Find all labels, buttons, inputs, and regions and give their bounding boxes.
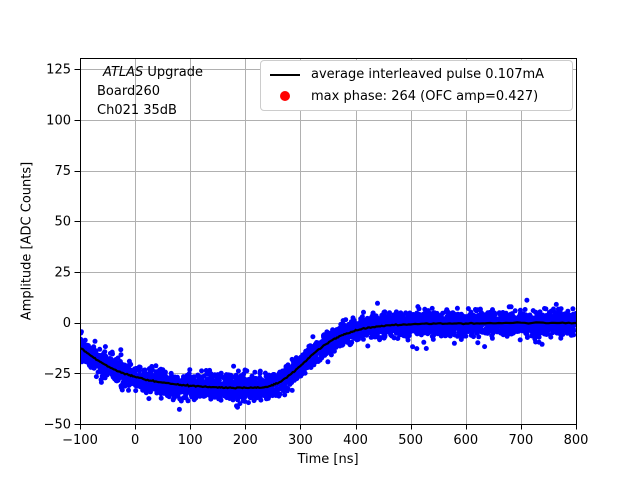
x-tick-label: 800 [564, 433, 589, 448]
y-tick-label: 25 [54, 265, 71, 280]
annotation-channel: Ch021 35dB [97, 103, 177, 118]
y-axis-label: Amplitude [ADC Counts] [19, 161, 35, 321]
y-tick-label: 50 [54, 215, 71, 230]
annotation-board: Board260 [97, 84, 161, 99]
x-tick-label: 0 [131, 433, 139, 448]
x-tick-label: 100 [178, 433, 203, 448]
x-tick-label: 500 [398, 433, 423, 448]
y-tick-label: 125 [46, 63, 71, 78]
x-tick-label: 300 [288, 433, 313, 448]
legend-label-maxphase: max phase: 264 (OFC amp=0.427) [311, 88, 539, 104]
legend-row-average: average interleaved pulse 0.107mA [267, 64, 566, 85]
average-pulse-line [80, 321, 576, 390]
x-tick-label: −100 [62, 433, 98, 448]
plot-annotation: ATLAS Upgrade Board260 Ch021 35dB [97, 63, 203, 120]
annotation-upgrade: Upgrade [143, 65, 203, 80]
scatter-points [80, 297, 576, 412]
x-tick-label: 700 [508, 433, 533, 448]
plot-frame [80, 58, 577, 425]
legend-line-icon [270, 73, 300, 76]
annotation-experiment: ATLAS [103, 65, 144, 80]
tick-labels: −100 0 100 200 300 400 500 600 700 800 −50 −25 0 25 50… [44, 63, 589, 448]
x-axis-label: Time [ns] [297, 452, 359, 467]
y-tick-label: 75 [54, 164, 71, 179]
legend-sample-area [267, 91, 303, 102]
tick-marks [74, 69, 577, 430]
annotation-line-1: ATLAS Upgrade [97, 63, 203, 82]
legend-dot-icon [280, 91, 290, 102]
x-tick-label: 200 [233, 433, 258, 448]
legend-row-maxphase: max phase: 264 (OFC amp=0.427) [267, 86, 566, 107]
y-tick-label: −25 [44, 367, 71, 382]
y-tick-label: 100 [46, 113, 71, 128]
x-tick-label: 600 [453, 433, 478, 448]
x-tick-label: 400 [343, 433, 368, 448]
legend-label-average: average interleaved pulse 0.107mA [311, 67, 545, 83]
y-tick-label: 0 [63, 316, 71, 331]
legend-sample-area [267, 73, 303, 76]
y-tick-label: −50 [44, 418, 71, 433]
legend: average interleaved pulse 0.107mA max ph… [260, 60, 573, 111]
